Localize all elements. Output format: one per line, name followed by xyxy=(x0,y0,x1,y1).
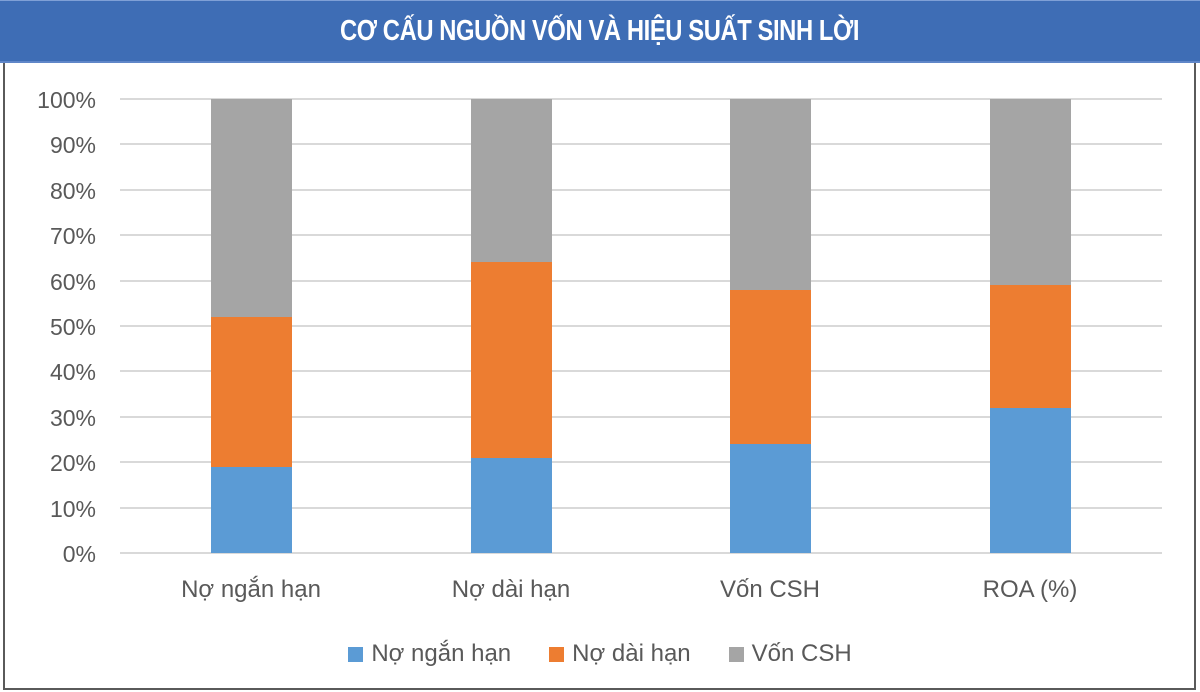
legend-item-equity: Vốn CSH xyxy=(728,640,852,668)
stacked-bar xyxy=(471,99,552,553)
bar-segment xyxy=(730,99,811,290)
y-tick-label: 80% xyxy=(49,178,96,204)
y-tick-label: 60% xyxy=(49,269,96,295)
bar-segment xyxy=(471,457,552,553)
bar-segment xyxy=(471,262,552,458)
gridline xyxy=(120,98,1162,100)
gridline xyxy=(120,188,1162,191)
legend-label: Nợ dài hạn xyxy=(572,640,691,667)
chart-legend: Nợ ngắn hạn Nợ dài hạn Vốn CSH xyxy=(0,640,1200,668)
x-tick-label: ROA (%) xyxy=(982,576,1078,603)
x-tick-label: Vốn CSH xyxy=(719,576,821,603)
bar-segment xyxy=(211,99,292,317)
stacked-bar xyxy=(990,99,1071,553)
gridline xyxy=(120,234,1162,237)
legend-swatch-orange xyxy=(549,646,565,662)
bar-segment xyxy=(990,99,1071,286)
y-tick-label: 10% xyxy=(49,496,96,522)
y-tick-label: 90% xyxy=(49,132,96,158)
y-tick-label: 30% xyxy=(49,405,96,431)
gridline xyxy=(120,461,1162,464)
y-tick-label: 100% xyxy=(37,87,96,113)
bar-segment xyxy=(990,285,1071,408)
legend-swatch-blue xyxy=(348,646,364,662)
gridline xyxy=(120,506,1162,509)
gridline xyxy=(120,370,1162,373)
y-tick-label: 40% xyxy=(49,359,96,385)
y-tick-label: 70% xyxy=(49,223,96,249)
y-tick-label: 0% xyxy=(62,541,96,567)
bar-segment xyxy=(730,289,811,445)
bar-segment xyxy=(211,466,292,553)
legend-item-short-term-debt: Nợ ngắn hạn xyxy=(348,640,511,668)
bar-segment xyxy=(471,99,552,263)
stacked-bar xyxy=(211,99,292,553)
legend-item-long-term-debt: Nợ dài hạn xyxy=(549,640,691,668)
legend-label: Vốn CSH xyxy=(751,640,852,667)
gridline xyxy=(120,143,1162,146)
legend-label: Nợ ngắn hạn xyxy=(371,640,512,667)
gridline xyxy=(120,552,1162,554)
legend-swatch-gray xyxy=(728,646,744,662)
gridline xyxy=(120,415,1162,418)
gridline xyxy=(120,279,1162,282)
bar-segment xyxy=(211,316,292,467)
x-tick-label: Nợ dài hạn xyxy=(451,576,571,603)
y-tick-label: 50% xyxy=(49,314,96,340)
x-tick-label: Nợ ngắn hạn xyxy=(181,576,321,603)
bar-segment xyxy=(990,407,1071,553)
gridline xyxy=(120,325,1162,327)
chart-header: CƠ CẤU NGUỒN VỐN VÀ HIỆU SUẤT SINH LỜI xyxy=(0,0,1200,63)
y-tick-label: 20% xyxy=(49,450,96,476)
stacked-bar xyxy=(730,99,811,553)
bar-segment xyxy=(730,444,811,553)
chart-title: CƠ CẤU NGUỒN VỐN VÀ HIỆU SUẤT SINH LỜI xyxy=(340,14,860,47)
